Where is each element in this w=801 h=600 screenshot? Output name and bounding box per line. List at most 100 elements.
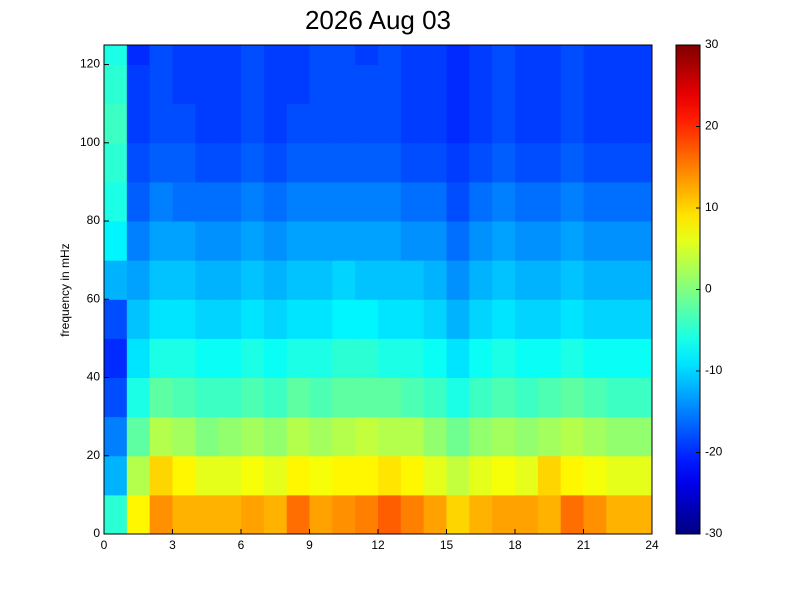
heatmap-cell [218, 494, 242, 535]
heatmap-cell [583, 45, 607, 66]
chart-title: 2026 Aug 03 [305, 5, 451, 35]
heatmap-cell [195, 260, 219, 300]
heatmap-cell [400, 221, 425, 261]
heatmap-cell [629, 45, 653, 66]
heatmap-cell [126, 299, 151, 339]
heatmap-cell [241, 338, 265, 379]
heatmap-cell [583, 64, 607, 105]
heatmap-cell [606, 494, 630, 535]
heatmap-cell [378, 494, 402, 535]
heatmap-cell [423, 260, 447, 300]
heatmap-cell [537, 221, 562, 261]
heatmap-cell [149, 64, 173, 105]
heatmap-cell [400, 181, 425, 222]
heatmap-cell [606, 181, 630, 222]
heatmap-cell [492, 142, 516, 183]
heatmap-cell [606, 45, 630, 66]
heatmap-cell [149, 45, 173, 66]
y-tick-label: 80 [87, 213, 101, 227]
heatmap-cell [355, 455, 379, 496]
heatmap-cell [446, 181, 470, 222]
heatmap-cell [492, 494, 516, 535]
heatmap-cell [286, 260, 310, 300]
heatmap-cell [241, 64, 265, 105]
heatmap-cell [172, 103, 196, 144]
heatmap-cell [195, 377, 219, 418]
y-axis-label: frequency in mHz [58, 243, 72, 336]
heatmap-cell [515, 494, 539, 535]
heatmap-cell [492, 103, 516, 144]
heatmap-cell [241, 377, 265, 418]
heatmap-cell [149, 494, 173, 535]
x-tick-label: 6 [238, 538, 245, 552]
heatmap-cell [332, 45, 356, 66]
heatmap-cell [492, 64, 516, 105]
heatmap-cell [355, 142, 379, 183]
heatmap-cell [469, 494, 493, 535]
heatmap-cell [149, 377, 173, 418]
heatmap-cell [309, 455, 333, 496]
heatmap-cell [560, 142, 584, 183]
heatmap-cell [195, 494, 219, 535]
heatmap-cell [400, 377, 425, 418]
heatmap-cell [537, 455, 562, 496]
heatmap-cell [286, 299, 310, 339]
heatmap-cell [355, 64, 379, 105]
heatmap-cell [126, 377, 151, 418]
heatmap-cell [332, 64, 356, 105]
heatmap-cell [515, 221, 539, 261]
heatmap-cell [263, 338, 288, 379]
heatmap-cell [286, 416, 310, 457]
heatmap-cell [218, 103, 242, 144]
y-tick-label: 100 [80, 135, 100, 149]
heatmap-cell [606, 142, 630, 183]
heatmap-cell [629, 455, 653, 496]
heatmap-cell [560, 299, 584, 339]
heatmap-cell [583, 338, 607, 379]
heatmap-cell [195, 142, 219, 183]
heatmap-cell [515, 455, 539, 496]
heatmap-cell [446, 299, 470, 339]
heatmap-cell [332, 142, 356, 183]
heatmap-cell [355, 103, 379, 144]
heatmap-cell [104, 45, 128, 66]
heatmap-cell [172, 181, 196, 222]
heatmap-cell [104, 181, 128, 222]
heatmap-cell [218, 45, 242, 66]
heatmap-cell [492, 455, 516, 496]
y-tick-label: 20 [87, 448, 101, 462]
heatmap-cell [423, 299, 447, 339]
heatmap-cell [172, 416, 196, 457]
heatmap-cell [218, 338, 242, 379]
heatmap-cell [263, 377, 288, 418]
heatmap-cell [309, 142, 333, 183]
heatmap-cell [218, 181, 242, 222]
heatmap-cell [400, 45, 425, 66]
heatmap-cell [400, 455, 425, 496]
heatmap-cell [355, 181, 379, 222]
heatmap-cell [172, 494, 196, 535]
heatmap-cell [355, 338, 379, 379]
heatmap-cell [583, 455, 607, 496]
heatmap-cell [172, 142, 196, 183]
heatmap-cell [286, 142, 310, 183]
heatmap-cell [537, 260, 562, 300]
heatmap-cell [195, 455, 219, 496]
heatmap-cell [423, 221, 447, 261]
colorbar-tick-label: 20 [705, 119, 719, 133]
heatmap-cell [218, 142, 242, 183]
y-tick-label: 40 [87, 370, 101, 384]
heatmap-cell [263, 64, 288, 105]
heatmap-cell [149, 338, 173, 379]
heatmap-cell [492, 299, 516, 339]
heatmap-cell [583, 416, 607, 457]
heatmap-cell [446, 103, 470, 144]
heatmap-cell [606, 338, 630, 379]
heatmap-cell [195, 181, 219, 222]
heatmap-cell [629, 416, 653, 457]
heatmap-cell [263, 45, 288, 66]
heatmap-cell [423, 142, 447, 183]
heatmap-cell [423, 455, 447, 496]
heatmap-cell [241, 260, 265, 300]
heatmap-cell [378, 260, 402, 300]
